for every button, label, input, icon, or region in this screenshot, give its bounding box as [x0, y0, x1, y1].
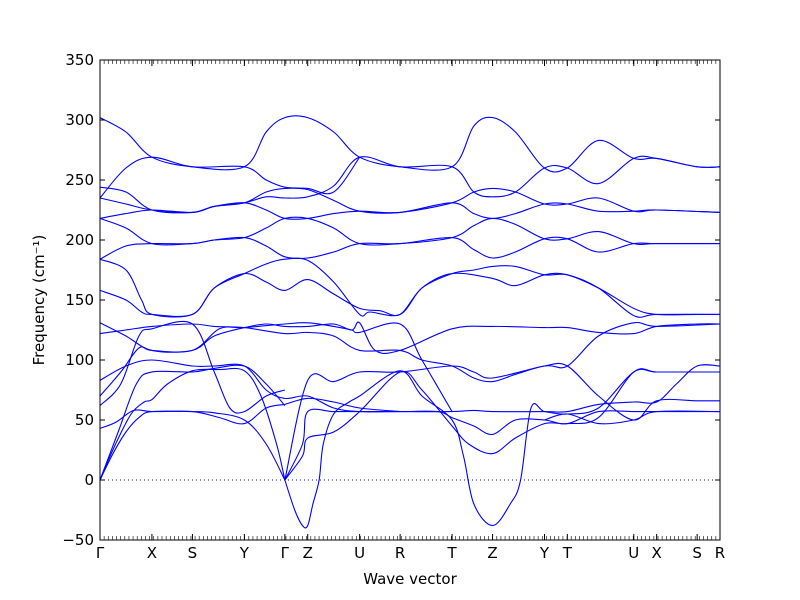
x-tick-label: U: [354, 544, 365, 562]
band-2: [99, 367, 286, 481]
y-tick-label: 250: [65, 171, 94, 189]
plot-frame: [99, 59, 721, 541]
x-tick-label: U: [628, 544, 639, 562]
dispersion-curves: [99, 115, 721, 529]
y-tick-label: 0: [84, 471, 94, 489]
x-tick-label: Z: [303, 544, 313, 562]
band-15: [99, 187, 721, 214]
band-7: [99, 359, 721, 413]
x-tick-label: Y: [239, 544, 250, 562]
band-4: [99, 403, 285, 429]
x-tick-label: Z: [487, 544, 497, 562]
y-tick-label: 50: [75, 411, 94, 429]
band-3: [99, 364, 286, 481]
y-axis-label: Frequency (cm⁻¹): [30, 235, 48, 366]
y-tick-label: 300: [65, 111, 94, 129]
band-19: [284, 408, 720, 481]
band-13: [99, 216, 720, 246]
band-24: [544, 410, 721, 425]
x-axis-label: Wave vector: [363, 570, 457, 588]
y-tick-label: 150: [65, 291, 94, 309]
x-tick-label: R: [715, 544, 725, 562]
x-tick-label: T: [562, 544, 573, 562]
y-tick-label: 350: [65, 51, 94, 69]
y-axis-ticks: −50 0 50 100 150 200 250 300 350: [62, 51, 720, 549]
band-1: [99, 410, 286, 481]
band-5: [99, 320, 286, 414]
band-17: [99, 115, 721, 199]
x-tick-label: S: [692, 544, 702, 562]
x-tick-label: R: [395, 544, 405, 562]
x-tick-label: X: [652, 544, 662, 562]
band-11: [99, 257, 721, 318]
band-23: [284, 397, 401, 413]
axes-box: [99, 59, 721, 541]
band-20: [284, 368, 720, 529]
band-10: [99, 265, 720, 317]
band-22: [284, 321, 721, 481]
x-tick-label: Y: [539, 544, 550, 562]
y-tick-label: −50: [62, 531, 94, 549]
y-tick-label: 100: [65, 351, 94, 369]
x-tick-label: X: [147, 544, 157, 562]
y-tick-label: 200: [65, 231, 94, 249]
minor-ticks: [99, 60, 721, 540]
band-9: [99, 321, 721, 355]
x-tick-label: Γ: [96, 544, 105, 562]
band-16: [99, 155, 721, 214]
band-12: [99, 236, 720, 260]
x-tick-label: S: [188, 544, 198, 562]
band-21: [284, 368, 720, 481]
band-18: [99, 117, 361, 195]
x-tick-label: Γ: [281, 544, 290, 562]
x-tick-label: T: [446, 544, 457, 562]
